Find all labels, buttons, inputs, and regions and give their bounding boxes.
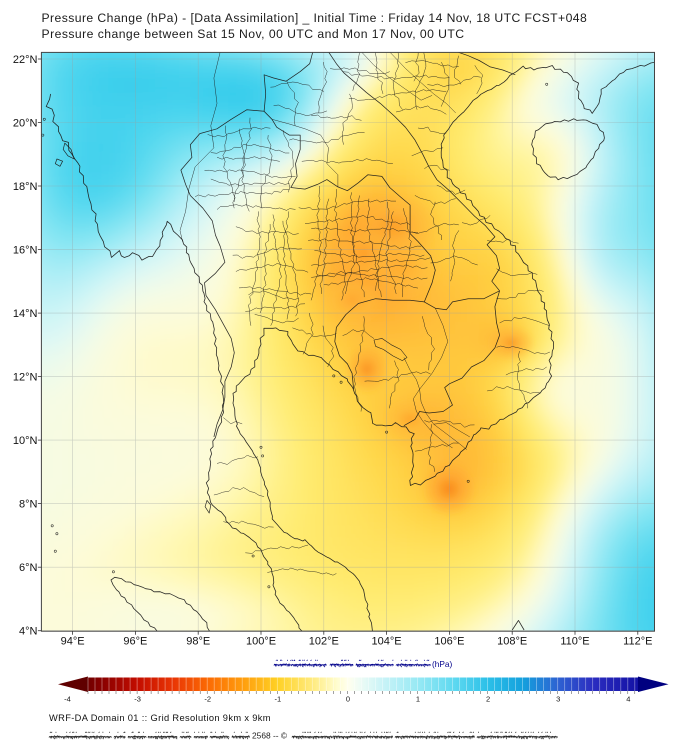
svg-text:96°E: 96°E xyxy=(123,636,147,648)
svg-text:94°E: 94°E xyxy=(61,636,85,648)
svg-text:-4: -4 xyxy=(64,695,71,704)
svg-text:110°E: 110°E xyxy=(560,636,589,648)
svg-text:16°N: 16°N xyxy=(13,244,38,256)
svg-text:22°N: 22°N xyxy=(13,54,38,66)
svg-text:Pressure Change (hPa) - [Data: Pressure Change (hPa) - [Data Assimilati… xyxy=(42,11,588,25)
svg-text:3: 3 xyxy=(556,695,560,704)
svg-text:104°E: 104°E xyxy=(372,636,402,648)
svg-text:0: 0 xyxy=(346,695,350,704)
svg-text:14°N: 14°N xyxy=(13,308,38,320)
svg-text:8°N: 8°N xyxy=(19,498,38,510)
svg-text:18°N: 18°N xyxy=(13,181,38,193)
svg-text:100°E: 100°E xyxy=(246,636,276,648)
svg-text:112°E: 112°E xyxy=(623,636,652,648)
svg-text:WRF-DA Domain 01 :: Grid Resol: WRF-DA Domain 01 :: Grid Resolution 9km … xyxy=(49,713,271,723)
svg-text:106°E: 106°E xyxy=(434,636,464,648)
svg-text:2568 -- ©: 2568 -- © xyxy=(252,731,288,741)
svg-text:108°E: 108°E xyxy=(497,636,527,648)
svg-text:6°N: 6°N xyxy=(19,562,38,574)
svg-text:-3: -3 xyxy=(134,695,141,704)
svg-text:4°N: 4°N xyxy=(19,626,38,638)
svg-text:10°N: 10°N xyxy=(13,435,38,447)
svg-text:-1: -1 xyxy=(274,695,281,704)
svg-text:2: 2 xyxy=(486,695,490,704)
svg-text:(hPa): (hPa) xyxy=(432,659,453,669)
svg-text:Pressure change between Sat 15: Pressure change between Sat 15 Nov, 00 U… xyxy=(42,27,465,41)
svg-text:12°N: 12°N xyxy=(13,371,38,383)
svg-text:4: 4 xyxy=(626,695,630,704)
svg-text:98°E: 98°E xyxy=(186,636,210,648)
svg-text:1: 1 xyxy=(416,695,420,704)
svg-text:-2: -2 xyxy=(204,695,211,704)
svg-text:102°E: 102°E xyxy=(309,636,339,648)
svg-text:20°N: 20°N xyxy=(13,117,38,129)
